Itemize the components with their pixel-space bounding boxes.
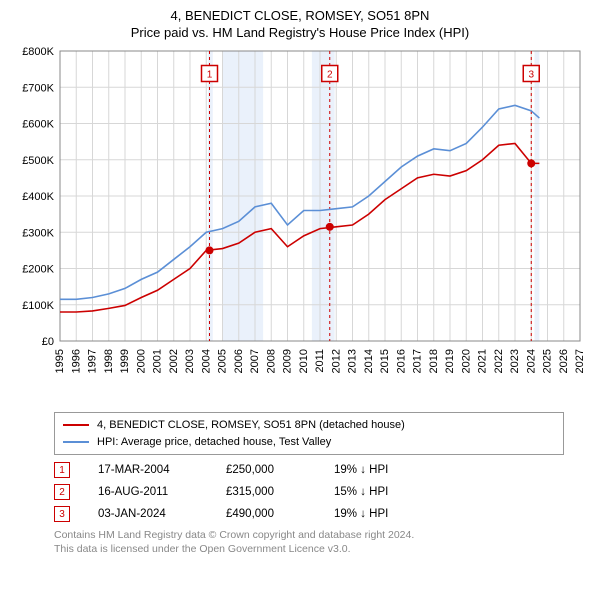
svg-text:2017: 2017 — [412, 349, 424, 373]
svg-text:2008: 2008 — [265, 349, 277, 373]
transaction-price: £250,000 — [226, 464, 306, 476]
legend: 4, BENEDICT CLOSE, ROMSEY, SO51 8PN (det… — [54, 412, 564, 455]
svg-text:2020: 2020 — [460, 349, 472, 373]
svg-text:2011: 2011 — [314, 349, 326, 373]
svg-text:2022: 2022 — [493, 349, 505, 373]
legend-swatch — [63, 441, 89, 443]
transaction-marker: 2 — [54, 484, 70, 500]
svg-text:2005: 2005 — [217, 349, 229, 373]
legend-label: 4, BENEDICT CLOSE, ROMSEY, SO51 8PN (det… — [97, 417, 405, 434]
svg-text:1: 1 — [207, 70, 213, 81]
transaction-diff: 19% ↓ HPI — [334, 508, 424, 520]
svg-text:£800K: £800K — [22, 46, 54, 58]
svg-text:£500K: £500K — [22, 155, 54, 167]
svg-text:£700K: £700K — [22, 82, 54, 94]
svg-text:2010: 2010 — [298, 349, 310, 373]
svg-text:2004: 2004 — [200, 349, 212, 373]
svg-text:2002: 2002 — [168, 349, 180, 373]
svg-text:2014: 2014 — [363, 349, 375, 373]
transaction-diff: 19% ↓ HPI — [334, 464, 424, 476]
svg-text:2: 2 — [327, 70, 333, 81]
svg-text:2001: 2001 — [152, 349, 164, 373]
svg-text:1999: 1999 — [119, 349, 131, 373]
chart-area: £0 £100K £200K £300K £400K £500K £600K £700K £80… — [10, 46, 590, 406]
svg-text:1998: 1998 — [103, 349, 115, 373]
svg-text:2000: 2000 — [135, 349, 147, 373]
svg-text:2021: 2021 — [477, 349, 489, 373]
footer-attribution: Contains HM Land Registry data © Crown c… — [54, 529, 586, 556]
svg-text:2023: 2023 — [509, 349, 521, 373]
svg-text:2024: 2024 — [525, 349, 537, 373]
svg-text:2016: 2016 — [395, 349, 407, 373]
transaction-row: 3 03-JAN-2024 £490,000 19% ↓ HPI — [54, 503, 586, 525]
chart-subtitle: Price paid vs. HM Land Registry's House … — [10, 25, 590, 40]
svg-text:2012: 2012 — [330, 349, 342, 373]
svg-text:2026: 2026 — [558, 349, 570, 373]
transaction-price: £315,000 — [226, 486, 306, 498]
transaction-date: 16-AUG-2011 — [98, 486, 198, 498]
svg-text:2027: 2027 — [574, 349, 586, 373]
svg-text:£400K: £400K — [22, 191, 54, 203]
svg-text:£600K: £600K — [22, 119, 54, 131]
footer-line-2: This data is licensed under the Open Gov… — [54, 543, 586, 557]
svg-text:£100K: £100K — [22, 300, 54, 312]
chart-title: 4, BENEDICT CLOSE, ROMSEY, SO51 8PN — [10, 8, 590, 23]
svg-text:2007: 2007 — [249, 349, 261, 373]
legend-label: HPI: Average price, detached house, Test… — [97, 434, 331, 451]
svg-text:2003: 2003 — [184, 349, 196, 373]
transaction-marker: 3 — [54, 506, 70, 522]
transaction-row: 1 17-MAR-2004 £250,000 19% ↓ HPI — [54, 459, 586, 481]
footer-line-1: Contains HM Land Registry data © Crown c… — [54, 529, 586, 543]
line-chart: £0 £100K £200K £300K £400K £500K £600K £700K £80… — [10, 46, 590, 406]
legend-item: 4, BENEDICT CLOSE, ROMSEY, SO51 8PN (det… — [63, 417, 555, 434]
legend-swatch — [63, 424, 89, 426]
svg-text:2009: 2009 — [282, 349, 294, 373]
svg-text:2015: 2015 — [379, 349, 391, 373]
svg-text:£200K: £200K — [22, 264, 54, 276]
transaction-table: 1 17-MAR-2004 £250,000 19% ↓ HPI 2 16-AUG-201… — [54, 459, 586, 525]
svg-text:1996: 1996 — [70, 349, 82, 373]
transaction-date: 17-MAR-2004 — [98, 464, 198, 476]
transaction-date: 03-JAN-2024 — [98, 508, 198, 520]
svg-text:£0: £0 — [42, 336, 54, 348]
transaction-row: 2 16-AUG-2011 £315,000 15% ↓ HPI — [54, 481, 586, 503]
svg-text:£300K: £300K — [22, 227, 54, 239]
svg-text:1995: 1995 — [54, 349, 66, 373]
svg-text:2013: 2013 — [347, 349, 359, 373]
svg-text:2019: 2019 — [444, 349, 456, 373]
svg-text:3: 3 — [528, 70, 534, 81]
legend-item: HPI: Average price, detached house, Test… — [63, 434, 555, 451]
svg-text:2025: 2025 — [542, 349, 554, 373]
transaction-marker: 1 — [54, 462, 70, 478]
svg-text:2006: 2006 — [233, 349, 245, 373]
svg-text:2018: 2018 — [428, 349, 440, 373]
transaction-price: £490,000 — [226, 508, 306, 520]
svg-text:1997: 1997 — [87, 349, 99, 373]
transaction-diff: 15% ↓ HPI — [334, 486, 424, 498]
